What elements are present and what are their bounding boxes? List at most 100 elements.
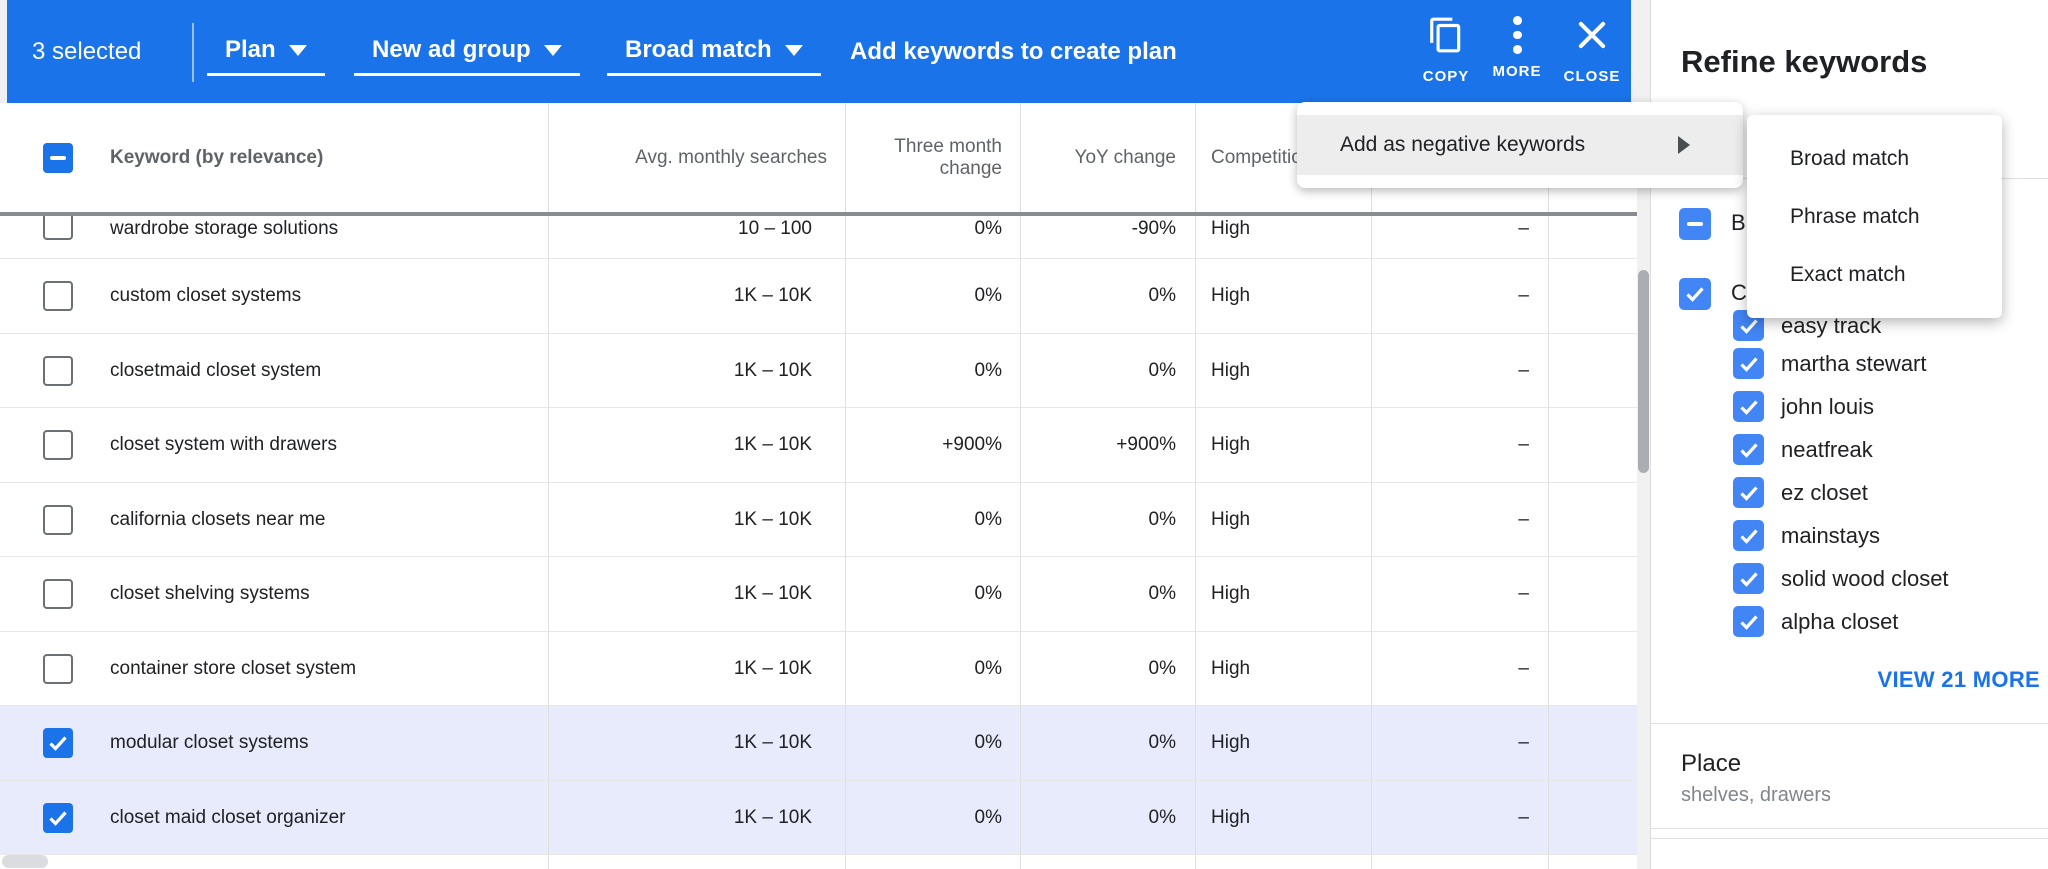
header-avg-monthly-searches[interactable]: Avg. monthly searches (635, 146, 827, 168)
avg-cell: 1K – 10K (733, 285, 812, 306)
competition-cell: High (1211, 434, 1251, 455)
brand-checkbox[interactable] (1733, 348, 1764, 379)
new-ad-group-dropdown[interactable]: New ad group (354, 36, 580, 76)
column-border (1371, 103, 1372, 869)
table-row[interactable]: container store closet system 1K – 10K 0… (0, 632, 1637, 706)
horizontal-scrollbar-thumb[interactable] (2, 855, 48, 868)
place-section-title[interactable]: Place (1681, 750, 1742, 777)
submenu-item-phrase-match[interactable]: Phrase match (1790, 205, 1920, 228)
avg-cell: 1K – 10K (733, 583, 812, 604)
row-checkbox[interactable] (43, 579, 73, 609)
submenu-item-broad-match[interactable]: Broad match (1790, 147, 1910, 170)
header-keyword[interactable]: Keyword (by relevance) (110, 146, 324, 168)
keyword-cell: closet shelving systems (110, 583, 310, 604)
table-row[interactable]: modular closet systems 1K – 10K 0% 0% Hi… (0, 706, 1637, 781)
row-checkbox[interactable] (43, 728, 73, 758)
close-button[interactable]: CLOSE (1550, 16, 1634, 85)
scroll-shadow-line (0, 212, 1637, 216)
brand-checkbox[interactable] (1733, 391, 1764, 422)
ad-share-cell: – (1518, 583, 1529, 604)
group-checkbox-checked[interactable] (1679, 278, 1711, 310)
chevron-down-icon (543, 44, 562, 56)
row-checkbox[interactable] (43, 355, 73, 386)
group-checkbox-indeterminate[interactable] (1679, 208, 1711, 240)
add-keywords-button[interactable]: Add keywords to create plan (850, 38, 1177, 65)
row-checkbox[interactable] (43, 216, 73, 240)
submenu-item-exact-match[interactable]: Exact match (1790, 263, 1906, 286)
avg-cell: 1K – 10K (733, 434, 812, 455)
row-checkbox[interactable] (43, 504, 73, 535)
table-row[interactable]: closet shelving systems 1K – 10K 0% 0% H… (0, 557, 1637, 632)
avg-cell: 1K – 10K (733, 508, 812, 530)
table-row[interactable]: wardrobe storage solutions 10 – 100 0% -… (0, 216, 1637, 259)
yoy-cell: 0% (1148, 806, 1176, 828)
brand-label: neatfreak (1781, 437, 1873, 462)
chevron-down-icon (784, 44, 803, 56)
column-border (1195, 103, 1196, 869)
avg-cell: 1K – 10K (733, 657, 812, 679)
divider (192, 23, 194, 82)
row-checkbox[interactable] (43, 430, 73, 460)
selected-count: 3 selected (32, 38, 142, 65)
three-month-cell: 0% (974, 657, 1002, 679)
vertical-scrollbar-thumb[interactable] (1638, 270, 1649, 473)
three-month-cell: 0% (974, 732, 1002, 753)
table-row[interactable]: california closets near me 1K – 10K 0% 0… (0, 483, 1637, 557)
header-yoy-change[interactable]: YoY change (1074, 146, 1176, 168)
row-checkbox[interactable] (43, 281, 73, 311)
divider (1651, 828, 2048, 829)
competition-cell: High (1211, 806, 1251, 828)
copy-icon (1427, 16, 1465, 59)
row-checkbox[interactable] (43, 653, 73, 684)
brand-checkbox[interactable] (1733, 520, 1764, 551)
yoy-cell: 0% (1148, 657, 1176, 679)
ad-share-cell: – (1518, 657, 1529, 679)
brand-checkbox[interactable] (1733, 434, 1764, 465)
panel-title: Refine keywords (1681, 44, 1928, 79)
yoy-cell: 0% (1148, 583, 1176, 604)
yoy-cell: 0% (1148, 285, 1176, 306)
yoy-cell: 0% (1148, 359, 1176, 381)
close-icon (1573, 16, 1611, 59)
partial-next-row (0, 855, 1637, 869)
copy-button[interactable]: COPY (1404, 16, 1488, 85)
divider (1651, 723, 2048, 724)
add-as-negative-keywords-item[interactable]: Add as negative keywords (1297, 115, 1743, 175)
chevron-down-icon (288, 44, 307, 56)
ad-share-cell: – (1518, 806, 1529, 828)
table-row[interactable]: closetmaid closet system 1K – 10K 0% 0% … (0, 334, 1637, 408)
table-row[interactable]: closet system with drawers 1K – 10K +900… (0, 408, 1637, 483)
brand-checkbox[interactable] (1733, 477, 1764, 508)
keyword-cell: closet system with drawers (110, 434, 338, 455)
more-button[interactable]: MORE (1475, 16, 1559, 80)
header-competition[interactable]: Competition (1211, 146, 1313, 168)
keyword-cell: container store closet system (110, 657, 357, 679)
avg-cell: 1K – 10K (733, 806, 812, 828)
table-row[interactable]: closet maid closet organizer 1K – 10K 0%… (0, 781, 1637, 855)
three-month-cell: 0% (974, 218, 1002, 239)
competition-cell: High (1211, 285, 1251, 306)
divider (1651, 838, 2048, 839)
brand-label: solid wood closet (1781, 566, 1949, 591)
column-border (1020, 103, 1021, 869)
match-type-dropdown[interactable]: Broad match (607, 36, 821, 76)
select-all-checkbox[interactable] (43, 142, 73, 173)
header-three-month-change[interactable]: Three month change (894, 135, 1002, 179)
keyword-cell: custom closet systems (110, 285, 302, 306)
three-month-cell: 0% (974, 359, 1002, 381)
avg-cell: 1K – 10K (733, 732, 812, 753)
three-month-cell: +900% (942, 434, 1002, 455)
competition-cell: High (1211, 218, 1251, 239)
keyword-cell: modular closet systems (110, 732, 309, 753)
view-more-link[interactable]: VIEW 21 MORE (1877, 667, 2040, 692)
avg-cell: 10 – 100 (738, 218, 812, 239)
column-border (845, 103, 846, 869)
plan-dropdown[interactable]: Plan (207, 36, 325, 76)
table-row[interactable]: custom closet systems 1K – 10K 0% 0% Hig… (0, 259, 1637, 334)
competition-cell: High (1211, 508, 1251, 530)
brand-checkbox[interactable] (1733, 563, 1764, 594)
row-checkbox[interactable] (43, 802, 73, 833)
brand-checkbox[interactable] (1733, 606, 1764, 637)
yoy-cell: -90% (1131, 218, 1176, 239)
